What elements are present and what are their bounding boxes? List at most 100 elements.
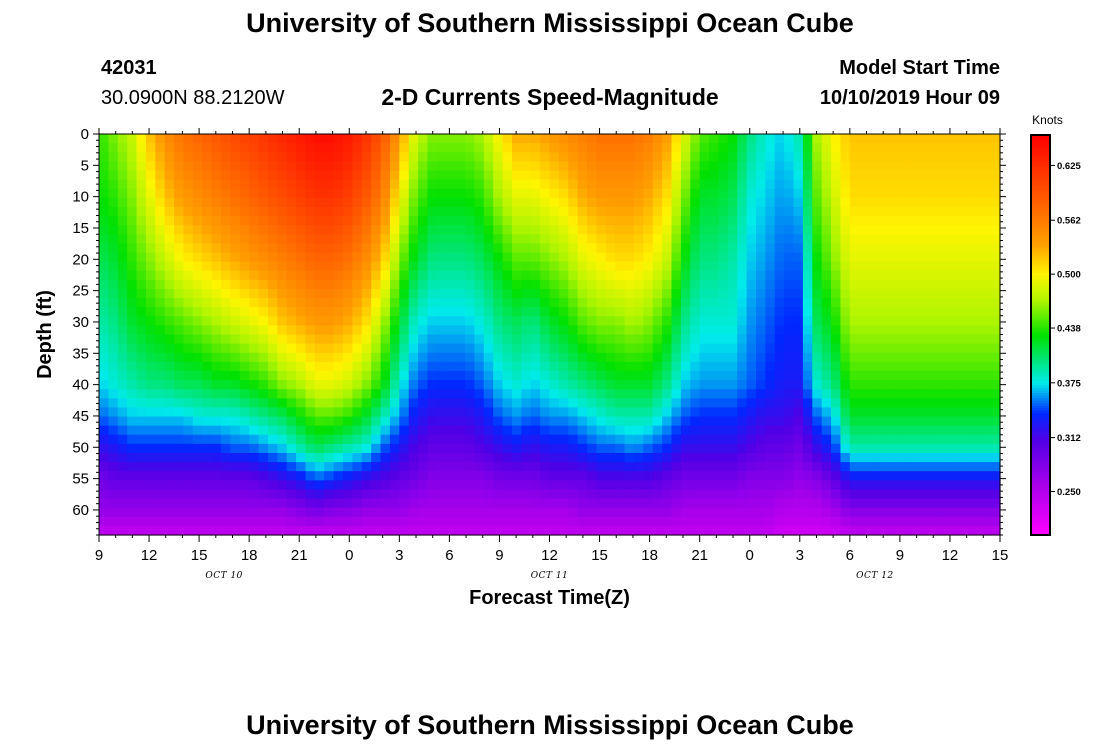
heatmap-cell bbox=[427, 452, 438, 463]
heatmap-cell bbox=[380, 507, 391, 518]
colorbar-swatch bbox=[1031, 432, 1050, 436]
heatmap-cell bbox=[389, 407, 400, 418]
heatmap-cell bbox=[971, 261, 982, 272]
heatmap-cell bbox=[690, 343, 701, 354]
colorbar-swatch bbox=[1031, 477, 1050, 481]
heatmap-cell bbox=[849, 298, 860, 308]
heatmap-cell bbox=[361, 188, 372, 199]
heatmap-cell bbox=[624, 480, 635, 491]
heatmap-cell bbox=[540, 161, 551, 172]
heatmap-cell bbox=[831, 197, 842, 208]
heatmap-cell bbox=[755, 389, 766, 399]
heatmap-cell bbox=[436, 361, 447, 372]
heatmap-cell bbox=[746, 380, 757, 390]
heatmap-cell bbox=[305, 434, 316, 445]
heatmap-cell bbox=[155, 443, 166, 454]
heatmap-cell bbox=[296, 498, 307, 509]
heatmap-cell bbox=[802, 179, 813, 190]
heatmap-cell bbox=[465, 416, 476, 427]
heatmap-cell bbox=[821, 361, 832, 372]
heatmap-cell bbox=[990, 270, 1001, 281]
heatmap-cell bbox=[831, 407, 842, 418]
heatmap-cell bbox=[399, 234, 410, 244]
heatmap-cell bbox=[596, 334, 607, 345]
heatmap-cell bbox=[483, 361, 494, 372]
heatmap-cell bbox=[765, 243, 776, 254]
heatmap-cell bbox=[577, 188, 588, 199]
heatmap-cell bbox=[202, 361, 213, 372]
heatmap-cell bbox=[446, 261, 457, 272]
heatmap-cell bbox=[389, 334, 400, 345]
heatmap-cell bbox=[737, 225, 748, 235]
heatmap-cell bbox=[230, 179, 241, 190]
heatmap-cell bbox=[343, 516, 354, 527]
heatmap-cell bbox=[831, 462, 842, 472]
heatmap-cell bbox=[389, 134, 400, 144]
heatmap-cell bbox=[380, 443, 391, 454]
heatmap-cell bbox=[418, 179, 429, 190]
heatmap-cell bbox=[333, 489, 344, 500]
heatmap-cell bbox=[483, 279, 494, 290]
heatmap-cell bbox=[962, 489, 973, 500]
heatmap-cell bbox=[371, 179, 382, 190]
heatmap-cell bbox=[239, 197, 250, 208]
colorbar-swatch bbox=[1031, 512, 1050, 516]
heatmap-cell bbox=[953, 525, 964, 536]
heatmap-cell bbox=[924, 216, 935, 226]
heatmap-cell bbox=[258, 152, 269, 162]
heatmap-cell bbox=[587, 498, 598, 509]
heatmap-cell bbox=[690, 325, 701, 336]
heatmap-cell bbox=[943, 334, 954, 345]
heatmap-cell bbox=[605, 507, 616, 518]
heatmap-cell bbox=[202, 370, 213, 381]
heatmap-cell bbox=[305, 225, 316, 235]
heatmap-cell bbox=[296, 288, 307, 299]
heatmap-cell bbox=[690, 416, 701, 427]
heatmap-cell bbox=[699, 434, 710, 445]
heatmap-cell bbox=[840, 243, 851, 254]
heatmap-cell bbox=[455, 443, 466, 454]
heatmap-cell bbox=[483, 407, 494, 418]
heatmap-cell bbox=[399, 370, 410, 381]
heatmap-cell bbox=[258, 188, 269, 199]
heatmap-cell bbox=[690, 316, 701, 326]
heatmap-cell bbox=[709, 134, 720, 144]
heatmap-cell bbox=[849, 252, 860, 263]
heatmap-cell bbox=[211, 288, 222, 299]
heatmap-cell bbox=[286, 243, 297, 254]
heatmap-cell bbox=[971, 389, 982, 399]
heatmap-cell bbox=[718, 134, 729, 144]
heatmap-cell bbox=[802, 152, 813, 162]
heatmap-cell bbox=[352, 252, 363, 263]
heatmap-cell bbox=[145, 261, 156, 272]
heatmap-cell bbox=[258, 261, 269, 272]
heatmap-cell bbox=[990, 161, 1001, 172]
heatmap-cell bbox=[427, 261, 438, 272]
heatmap-cell bbox=[267, 243, 278, 254]
heatmap-cell bbox=[117, 434, 128, 445]
heatmap-cell bbox=[662, 471, 673, 481]
heatmap-cell bbox=[136, 206, 147, 217]
heatmap-cell bbox=[765, 316, 776, 326]
heatmap-cell bbox=[577, 471, 588, 481]
heatmap-cell bbox=[530, 161, 541, 172]
heatmap-cell bbox=[924, 161, 935, 172]
colorbar-swatch bbox=[1031, 387, 1050, 391]
heatmap-cell bbox=[962, 252, 973, 263]
heatmap-cell bbox=[699, 352, 710, 363]
heatmap-cell bbox=[511, 243, 522, 254]
heatmap-cell bbox=[314, 188, 325, 199]
heatmap-cell bbox=[558, 334, 569, 345]
heatmap-cell bbox=[155, 516, 166, 527]
heatmap-cell bbox=[690, 298, 701, 308]
heatmap-cell bbox=[915, 416, 926, 427]
heatmap-cell bbox=[371, 197, 382, 208]
heatmap-cell bbox=[896, 352, 907, 363]
heatmap-cell bbox=[971, 307, 982, 317]
heatmap-cell bbox=[418, 243, 429, 254]
heatmap-cell bbox=[652, 279, 663, 290]
heatmap-cell bbox=[868, 234, 879, 244]
heatmap-cell bbox=[558, 279, 569, 290]
heatmap-cell bbox=[211, 134, 222, 144]
heatmap-cell bbox=[239, 352, 250, 363]
